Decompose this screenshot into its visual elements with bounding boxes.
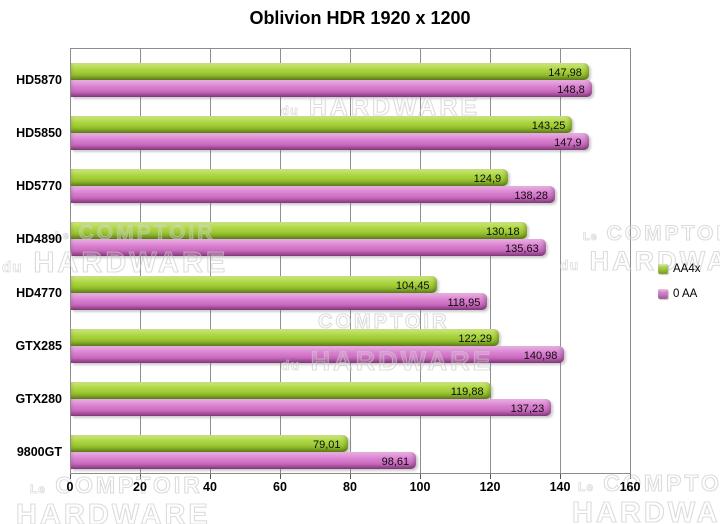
legend-label-0aa: 0 AA bbox=[673, 288, 698, 300]
bar-value-label: 79,01 bbox=[313, 438, 341, 451]
x-axis-tick-label: 0 bbox=[66, 480, 74, 494]
category-label-gtx280: GTX280 bbox=[15, 391, 62, 406]
legend-label-aa4x: AA4x bbox=[673, 263, 701, 275]
gridline bbox=[140, 49, 141, 473]
x-axis-tick-label: 160 bbox=[619, 480, 641, 494]
x-axis-tick bbox=[350, 474, 351, 479]
x-axis-tick-label: 80 bbox=[343, 480, 357, 494]
bar-aa4x-gtx285: 122,29 bbox=[71, 328, 499, 346]
gridline bbox=[210, 49, 211, 473]
gridline bbox=[560, 49, 561, 473]
x-axis-tick-label: 100 bbox=[409, 480, 431, 494]
category-label-hd5870: HD5870 bbox=[16, 73, 62, 87]
bar-value-label: 135,63 bbox=[505, 243, 539, 256]
legend-item-aa4x: AA4x bbox=[658, 263, 701, 275]
chart-title: Oblivion HDR 1920 x 1200 bbox=[249, 8, 471, 28]
x-axis-tick-label: 140 bbox=[549, 480, 571, 494]
category-label-hd4890: HD4890 bbox=[16, 232, 62, 247]
gridline bbox=[490, 49, 491, 473]
bar-value-label: 122,29 bbox=[458, 332, 492, 345]
category-label-hd4770: HD4770 bbox=[16, 285, 62, 300]
bar-0-aa-hd4890: 135,63 bbox=[71, 239, 546, 257]
gridline bbox=[420, 49, 421, 473]
x-axis-tick bbox=[420, 474, 421, 479]
bar-value-label: 98,61 bbox=[381, 455, 410, 468]
bar-value-label: 147,98 bbox=[548, 67, 582, 79]
x-axis-tick-label: 40 bbox=[203, 480, 217, 494]
gridline bbox=[350, 49, 351, 473]
bar-value-label: 140,98 bbox=[523, 349, 558, 362]
bar-value-label: 124,9 bbox=[473, 173, 502, 186]
category-label-hd5770: HD5770 bbox=[16, 179, 62, 194]
x-axis-tick bbox=[560, 474, 561, 479]
bar-aa4x-hd5770: 124,9 bbox=[71, 169, 509, 187]
bar-0-aa-9800gt: 98,61 bbox=[71, 451, 417, 469]
bar-0-aa-gtx280: 137,23 bbox=[71, 398, 552, 416]
bar-0-aa-hd5870: 148,8 bbox=[71, 80, 592, 97]
bar-value-label: 118,95 bbox=[447, 296, 481, 309]
bar-aa4x-hd4770: 104,45 bbox=[71, 275, 437, 293]
bar-value-label: 130,18 bbox=[485, 226, 520, 239]
x-axis-tick-label: 20 bbox=[133, 480, 147, 494]
x-axis-tick bbox=[280, 474, 281, 479]
bar-value-label: 138,28 bbox=[514, 190, 548, 203]
legend-item-0aa: 0 AA bbox=[658, 288, 701, 300]
gridline bbox=[280, 49, 281, 473]
bar-0-aa-hd5850: 147,9 bbox=[71, 133, 589, 151]
x-axis-tick-label: 120 bbox=[479, 480, 501, 494]
category-label-hd5850: HD5850 bbox=[16, 126, 62, 141]
legend-swatch-0aa-icon bbox=[658, 289, 668, 299]
bar-value-label: 119,88 bbox=[450, 385, 484, 398]
plot-area bbox=[70, 48, 631, 474]
bar-aa4x-9800gt: 79,01 bbox=[71, 434, 348, 452]
bar-aa4x-hd5850: 143,25 bbox=[71, 116, 573, 134]
x-axis-tick-label: 60 bbox=[273, 480, 287, 494]
bar-value-label: 137,23 bbox=[510, 402, 545, 415]
bar-0-aa-hd5770: 138,28 bbox=[71, 186, 555, 204]
bar-aa4x-gtx280: 119,88 bbox=[71, 381, 491, 399]
x-axis-tick bbox=[140, 474, 141, 479]
bar-value-label: 147,9 bbox=[554, 137, 582, 150]
category-label-gtx285: GTX285 bbox=[15, 338, 62, 353]
bar-value-label: 148,8 bbox=[557, 84, 585, 96]
x-axis-tick bbox=[490, 474, 491, 479]
category-label-9800gt: 9800GT bbox=[16, 444, 62, 459]
bar-value-label: 104,45 bbox=[395, 279, 430, 292]
legend-swatch-aa4x-icon bbox=[658, 264, 668, 274]
x-axis-tick bbox=[70, 474, 71, 479]
bar-aa4x-hd5870: 147,98 bbox=[71, 63, 589, 80]
legend: AA4x 0 AA bbox=[658, 263, 701, 313]
x-axis-tick bbox=[630, 474, 631, 479]
bar-value-label: 143,25 bbox=[531, 120, 566, 133]
bar-0-aa-gtx285: 140,98 bbox=[71, 345, 565, 363]
bar-aa4x-hd4890: 130,18 bbox=[71, 222, 527, 240]
x-axis-tick bbox=[210, 474, 211, 479]
bar-0-aa-hd4770: 118,95 bbox=[71, 292, 488, 310]
